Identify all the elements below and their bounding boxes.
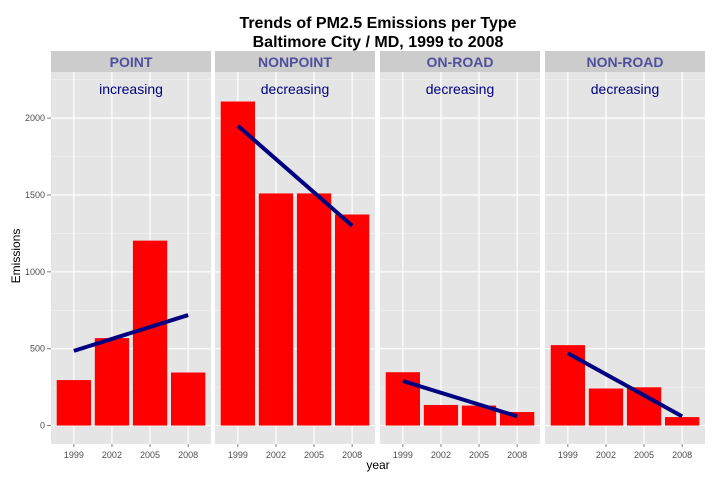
bar-nonpoint-1999 [220, 101, 255, 426]
facet-panels: POINT increasing 1999 2002 2005 2008 NONPOINT d… [51, 51, 705, 460]
chart-title-line-2: Baltimore City / MD, 1999 to 2008 [253, 34, 504, 51]
panel-nonpoint: NONPOINT decreasing 1999 2002 2005 2008 [215, 51, 375, 460]
x-tick-label: 2008 [672, 450, 692, 460]
panel-strip [215, 51, 375, 72]
trend-line [236, 124, 354, 228]
bar-nonpoint-2002 [258, 193, 294, 426]
trend-annotation: decreasing [591, 81, 660, 97]
trend-line [402, 379, 518, 419]
x-tick-label: 2005 [634, 450, 654, 460]
panel-strip [545, 51, 705, 72]
trend-annotation: increasing [99, 81, 163, 97]
y-axis: 0 500 1000 1500 2000 [25, 113, 51, 431]
bar-on-road-2005 [461, 405, 497, 426]
panel-strip [380, 51, 540, 72]
bar-point-2008 [171, 372, 206, 426]
x-tick-label: 2005 [140, 450, 160, 460]
y-tick-label: 500 [30, 344, 45, 354]
x-tick-label: 1999 [558, 450, 578, 460]
bar-nonpoint-2005 [296, 193, 332, 426]
x-tick-label: 2008 [178, 450, 198, 460]
bar-non-road-1999 [550, 345, 585, 426]
panel-non-road: NON-ROAD decreasing 1999 2002 2005 2008 [545, 51, 705, 460]
bar-nonpoint-2008 [335, 214, 370, 426]
panel-strip-label: NON-ROAD [587, 54, 664, 70]
x-tick-label: 2002 [102, 450, 122, 460]
x-tick-label: 2002 [596, 450, 616, 460]
y-tick-label: 1500 [25, 190, 45, 200]
x-tick-label: 2002 [431, 450, 451, 460]
trend-annotation: decreasing [426, 81, 495, 97]
trend-line [566, 351, 684, 419]
bar-non-road-2008 [665, 417, 700, 426]
y-axis-title: Emissions [9, 229, 23, 284]
x-tick-label: 1999 [64, 450, 84, 460]
panel-strip [51, 51, 211, 72]
bar-point-2002 [94, 338, 130, 426]
trend-annotation: decreasing [261, 81, 330, 97]
x-tick-label: 2005 [304, 450, 324, 460]
panel-point: POINT increasing 1999 2002 2005 2008 [51, 51, 211, 460]
bar-point-2005 [132, 240, 168, 426]
bar-on-road-2002 [423, 404, 459, 426]
x-tick-label: 2008 [507, 450, 527, 460]
x-tick-label: 2002 [266, 450, 286, 460]
y-tick-label: 0 [40, 421, 45, 431]
panel-strip-label: NONPOINT [258, 54, 332, 70]
trend-line [73, 313, 189, 353]
x-tick-label: 1999 [228, 450, 248, 460]
x-tick-label: 1999 [393, 450, 413, 460]
panel-strip-label: POINT [110, 54, 153, 70]
x-axis-title: year [366, 458, 389, 472]
x-tick-label: 2005 [469, 450, 489, 460]
x-tick-label: 2008 [342, 450, 362, 460]
panel-on-road: ON-ROAD decreasing 1999 2002 2005 2008 [380, 51, 540, 460]
panel-strip-label: ON-ROAD [427, 54, 494, 70]
bar-non-road-2002 [588, 388, 624, 426]
y-tick-label: 2000 [25, 113, 45, 123]
bar-non-road-2005 [626, 387, 662, 426]
bar-point-1999 [56, 380, 91, 426]
bar-on-road-1999 [385, 372, 420, 426]
chart-title-line-1: Trends of PM2.5 Emissions per Type [239, 15, 516, 32]
y-tick-label: 1000 [25, 267, 45, 277]
